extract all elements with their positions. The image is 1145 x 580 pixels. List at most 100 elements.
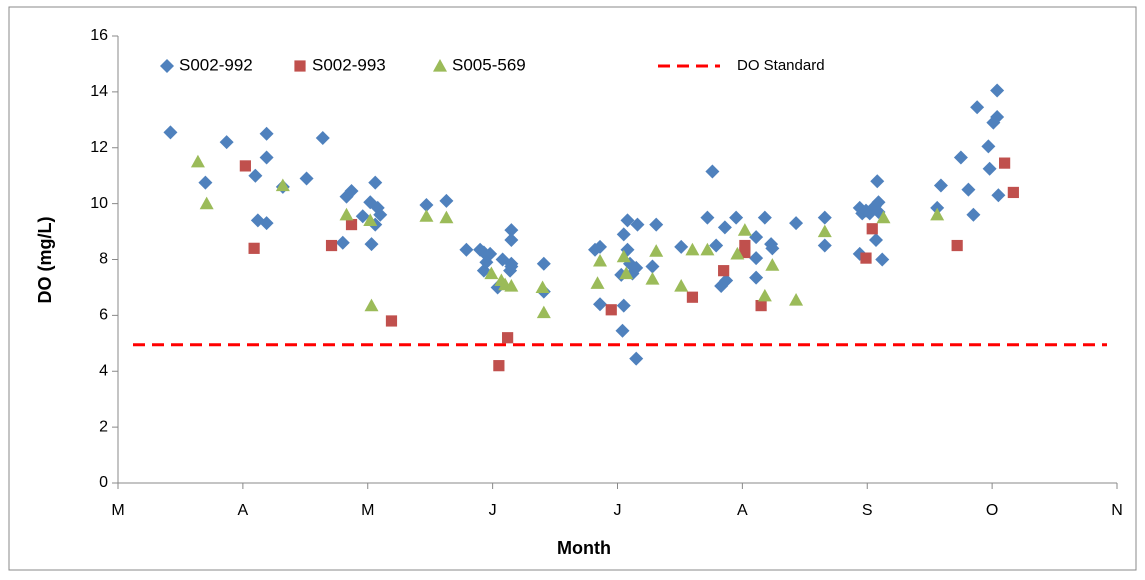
y-tick-label: 10 xyxy=(90,195,108,212)
data-point xyxy=(259,216,274,231)
data-point xyxy=(616,298,631,313)
data-point xyxy=(870,174,885,189)
x-tick-label: O xyxy=(986,502,998,519)
x-axis-title: Month xyxy=(557,538,611,558)
data-point xyxy=(239,160,251,172)
x-tick-label: J xyxy=(614,502,622,519)
data-point xyxy=(364,237,379,252)
x-tick-label: A xyxy=(238,502,249,519)
legend-label: S002-992 xyxy=(179,55,253,74)
y-tick-label: 12 xyxy=(90,139,108,156)
data-point xyxy=(385,315,398,327)
data-point xyxy=(459,242,474,257)
data-point xyxy=(535,280,550,294)
y-tick-label: 16 xyxy=(90,27,108,44)
data-point xyxy=(439,210,454,224)
data-point xyxy=(419,198,434,213)
data-point xyxy=(999,157,1011,169)
data-point xyxy=(315,130,330,145)
data-point xyxy=(789,293,804,306)
x-tick-label: M xyxy=(111,502,124,519)
data-point xyxy=(605,304,617,316)
y-tick-label: 8 xyxy=(99,251,108,268)
legend-marker xyxy=(294,60,306,72)
data-point xyxy=(789,216,804,231)
data-point xyxy=(739,239,751,252)
data-point xyxy=(868,232,883,247)
data-point xyxy=(355,209,370,224)
data-point xyxy=(615,323,630,338)
y-tick-label: 4 xyxy=(99,362,108,379)
data-point xyxy=(700,210,715,225)
data-point xyxy=(248,242,260,254)
data-point xyxy=(674,279,689,292)
data-point xyxy=(991,188,1006,203)
data-point xyxy=(749,230,764,245)
data-point xyxy=(739,246,751,259)
data-point xyxy=(749,251,764,266)
x-tick-label: N xyxy=(1111,502,1123,519)
data-point xyxy=(674,239,689,254)
data-point xyxy=(619,266,634,280)
x-tick-label: M xyxy=(361,502,374,519)
data-point xyxy=(871,195,886,210)
data-point xyxy=(961,182,976,197)
data-point xyxy=(364,298,379,312)
data-point xyxy=(504,279,519,292)
data-point xyxy=(730,246,745,260)
data-point xyxy=(363,213,378,226)
data-point xyxy=(729,210,744,225)
data-point xyxy=(502,332,514,344)
data-point xyxy=(335,235,350,250)
data-point xyxy=(219,135,234,150)
data-point xyxy=(705,164,720,179)
data-point xyxy=(749,270,764,285)
data-point xyxy=(930,207,945,221)
data-point xyxy=(709,238,724,253)
data-point xyxy=(259,126,274,141)
data-point xyxy=(275,178,290,192)
data-point xyxy=(951,239,963,252)
data-point xyxy=(419,209,434,222)
data-point xyxy=(700,242,715,256)
data-point xyxy=(933,178,948,193)
data-point xyxy=(590,276,605,289)
y-tick-label: 14 xyxy=(90,83,108,100)
data-point xyxy=(982,161,997,176)
data-point xyxy=(630,217,645,232)
data-point xyxy=(479,255,494,270)
legend-label: DO Standard xyxy=(737,57,825,74)
legend-label: S002-993 xyxy=(312,55,386,74)
data-point xyxy=(757,288,772,302)
legend-marker xyxy=(160,59,174,73)
data-point xyxy=(248,168,263,183)
data-point xyxy=(593,239,608,254)
data-point xyxy=(259,150,274,165)
data-point xyxy=(866,223,878,235)
data-point xyxy=(345,218,358,231)
data-point xyxy=(620,213,635,228)
data-point xyxy=(649,217,664,232)
data-point xyxy=(484,266,499,280)
data-point xyxy=(737,223,752,236)
data-point xyxy=(616,249,631,263)
data-point xyxy=(757,210,772,225)
x-tick-label: J xyxy=(489,502,497,519)
data-point xyxy=(629,260,644,275)
data-point xyxy=(817,224,832,238)
data-point xyxy=(685,242,700,256)
data-point xyxy=(593,253,608,267)
data-point xyxy=(368,175,383,190)
data-point xyxy=(860,252,872,264)
data-point xyxy=(649,244,664,257)
data-point xyxy=(755,299,767,312)
data-point xyxy=(504,223,519,238)
data-point xyxy=(966,207,981,222)
data-point xyxy=(163,125,178,140)
data-point xyxy=(1007,186,1019,199)
data-point xyxy=(645,272,660,285)
y-axis-title: DO (mg/L) xyxy=(35,217,55,304)
data-point xyxy=(817,210,832,225)
data-point xyxy=(953,150,968,165)
